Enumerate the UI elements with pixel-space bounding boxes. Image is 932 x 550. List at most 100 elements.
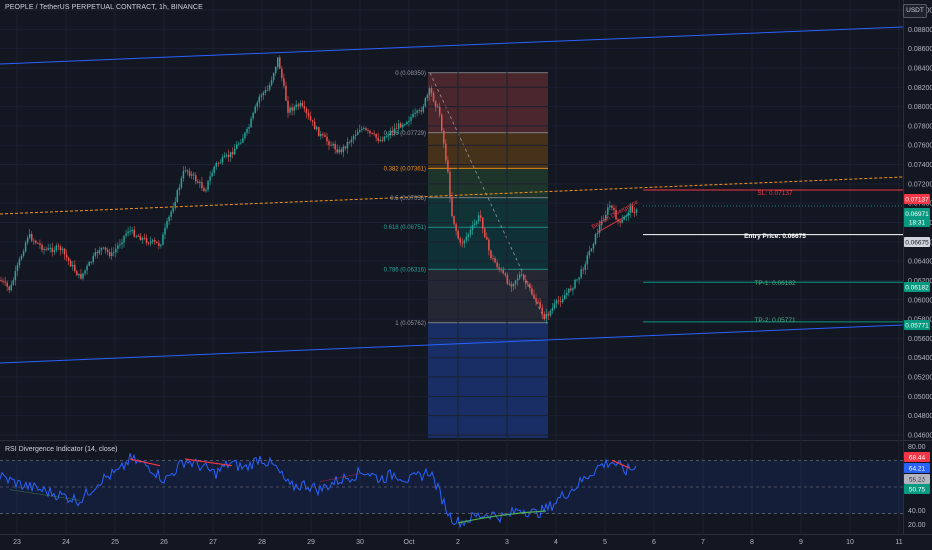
fib-zone [428,269,548,323]
candle-body [2,280,4,282]
candle-body [553,303,556,308]
candle-body [391,131,394,133]
candle-body [264,90,267,93]
time-axis-label: 10 [846,539,854,546]
candle-body [154,240,156,242]
candle-body [512,283,515,287]
candle-body [441,114,443,131]
candle-body [518,274,521,279]
candle-body [318,127,320,137]
candle-body [309,116,312,121]
time-axis-label: 27 [209,539,217,546]
candle-body [445,143,447,161]
rsi-axis-label: 60.00 [908,476,926,483]
symbol-title[interactable]: PEOPLE / TetherUS PERPETUAL CONTRACT, 1h… [5,4,203,11]
candle-body [432,92,435,102]
rsi-indicator-title[interactable]: RSI Divergence Indicator (14, close) [5,446,118,453]
candle-body [377,137,379,141]
candle-body [201,182,203,189]
candle-body [324,135,326,137]
candle-body [420,110,422,112]
candle-body [471,225,474,230]
candle-body [192,174,195,176]
candle-body [502,270,504,274]
candle-body [121,242,123,245]
candle-body [588,251,591,256]
candle-body [199,182,201,183]
candle-body [213,166,215,173]
time-axis-label: 24 [62,539,70,546]
candle-body [137,235,140,237]
tp1-price-tag [904,282,930,292]
candle-body [170,211,172,217]
candle-body [59,246,62,251]
price-axis-label: 0.06000 [908,297,932,304]
candle-body [133,229,135,237]
channel-lower-line[interactable] [0,324,904,364]
candle-body [482,217,484,229]
candle-body [61,248,64,251]
candle-body [555,300,558,304]
time-axis-label: 11 [895,539,902,546]
candle-body [258,96,261,103]
candle-body [574,279,576,289]
candle-body [434,101,437,107]
candle-body [313,121,316,130]
rsi-tag-b-text: 64.21 [909,466,926,473]
candle-body [80,273,82,279]
rsi-axis-label: 80.00 [908,444,926,451]
mid-trend-line[interactable] [0,176,904,215]
candle-body [488,239,490,251]
candle-body [602,220,605,221]
channel-upper-line[interactable] [0,26,904,65]
candle-body [367,129,369,131]
candle-body [51,247,53,252]
candle-body [371,133,373,134]
candle-body [197,181,199,183]
currency-button[interactable]: USDT [903,4,927,18]
time-axis-label: 23 [13,539,21,546]
candle-body [301,102,304,107]
candle-body [162,234,164,245]
candle-body [86,265,88,271]
candle-body [270,80,273,86]
candle-body [436,106,439,108]
candle-body [139,236,142,241]
candle-body [561,299,564,302]
fib-level-label: 0.236 (0.07729) [384,131,426,137]
price-axis-label: 0.08800 [908,27,932,34]
price-axis-label: 0.08400 [908,65,932,72]
candle-body [315,127,318,130]
fib-trend-line [429,72,547,323]
candle-body [279,57,281,69]
candle-body [172,207,174,212]
candle-body [69,260,72,267]
candle-body [16,265,19,271]
candle-body [363,128,365,130]
fib-retracement[interactable] [428,72,548,438]
candle-body [328,141,330,146]
candle-body [611,205,613,208]
fib-zone [428,227,548,270]
candle-body [635,209,638,213]
drawings[interactable] [0,26,904,364]
candle-body [352,136,355,140]
candle-body [359,130,361,132]
candle-body [246,128,248,133]
candle-body [508,283,511,285]
candle-body [92,255,94,262]
candle-body [535,298,537,303]
candle-body [307,113,310,117]
candle-body [504,273,507,276]
candle-body [291,107,293,111]
candle-body [37,242,39,244]
candle-body [631,205,634,213]
candle-body [281,68,283,79]
candle-body [564,295,566,300]
price-axis-label: 0.05000 [908,394,932,401]
candle-body [619,220,621,223]
candle-body [334,143,336,150]
candle-body [295,104,297,107]
candle-body [594,233,597,244]
